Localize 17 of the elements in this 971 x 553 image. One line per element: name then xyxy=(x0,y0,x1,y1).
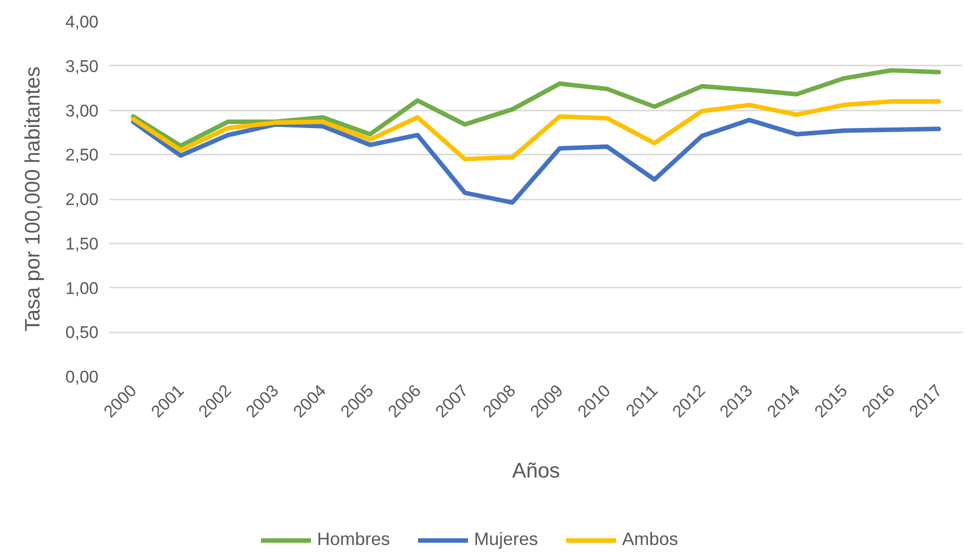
legend-label: Ambos xyxy=(622,529,678,550)
y-axis-title: Tasa por 100,000 habitantes xyxy=(21,66,44,332)
y-tick-label: 2,50 xyxy=(65,146,99,165)
x-axis-title: Años xyxy=(512,460,560,483)
y-tick-label: 3,00 xyxy=(65,101,99,120)
y-tick-label: 0,50 xyxy=(65,323,99,342)
y-tick-label: 4,00 xyxy=(65,12,99,32)
y-tick-label: 2,00 xyxy=(65,190,99,209)
y-tick-label: 1,50 xyxy=(65,234,99,254)
y-tick-label: 3,50 xyxy=(65,56,99,76)
line-series xyxy=(130,68,942,148)
y-tick-label: 1,00 xyxy=(65,278,99,298)
legend-label: Mujeres xyxy=(474,529,538,550)
y-tick-label: 0,00 xyxy=(65,368,99,386)
line-series xyxy=(130,118,942,205)
line-series xyxy=(130,99,942,162)
legend-label: Hombres xyxy=(317,529,390,550)
